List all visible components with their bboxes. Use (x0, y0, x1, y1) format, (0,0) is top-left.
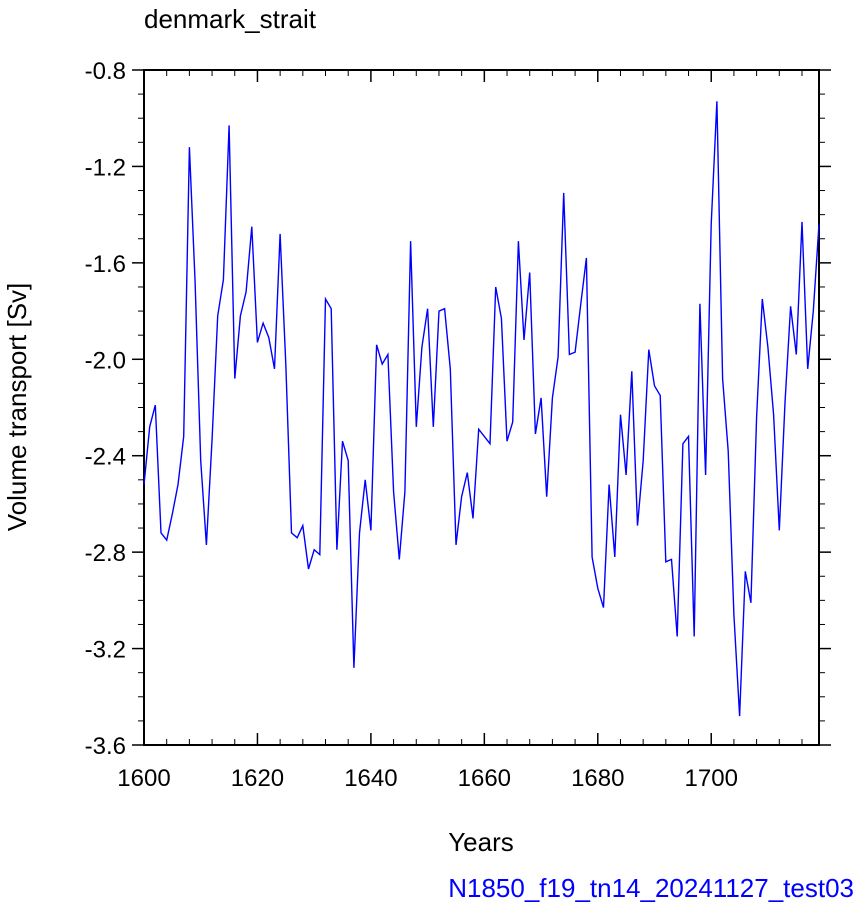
y-axis-label: Volume transport [Sv] (2, 283, 32, 532)
x-tick-label: 1700 (685, 765, 738, 792)
y-tick-label: -3.6 (85, 733, 126, 760)
x-tick-label: 1680 (571, 765, 624, 792)
x-tick-label: 1660 (458, 765, 511, 792)
y-tick-label: -0.8 (85, 58, 126, 85)
x-tick-label: 1600 (117, 765, 170, 792)
case-name-label: N1850_f19_tn14_20241127_test03 (448, 873, 854, 903)
y-tick-label: -2.8 (85, 540, 126, 567)
y-tick-label: -3.2 (85, 637, 126, 664)
y-tick-label: -2.0 (85, 347, 126, 374)
x-tick-label: 1620 (231, 765, 284, 792)
x-tick-label: 1640 (344, 765, 397, 792)
chart-title: denmark_strait (144, 4, 317, 34)
series-line (143, 101, 820, 717)
y-tick-label: -1.2 (85, 154, 126, 181)
axis-tick-labels: 1600 1620 1640 1660 1680 1700 -3.6 -3.2 -2.8 -2.4… (85, 58, 738, 792)
y-tick-label: -1.6 (85, 251, 126, 278)
y-tick-label: -2.4 (85, 444, 126, 471)
x-axis-label: Years (448, 827, 514, 857)
axis-ticks (132, 69, 831, 746)
